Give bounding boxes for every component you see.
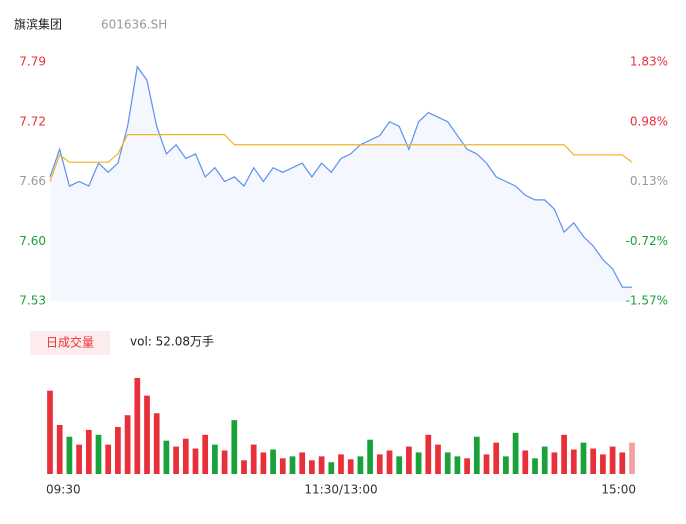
volume-bar	[406, 446, 412, 474]
volume-bar	[561, 434, 567, 474]
volume-bar	[105, 444, 112, 474]
x-tick-label: 09:30	[46, 483, 81, 497]
volume-bar	[309, 460, 315, 474]
y2-tick-label: 1.83%	[630, 55, 668, 69]
volume-bar	[115, 426, 121, 474]
x-tick-label: 11:30/13:00	[304, 483, 377, 497]
volume-tag	[30, 331, 110, 355]
volume-bar	[202, 434, 209, 474]
price-area	[50, 66, 632, 301]
volume-bar	[76, 444, 82, 474]
line-average	[49, 134, 633, 182]
volume-bar	[192, 448, 199, 474]
volume-title: 日成交量	[46, 335, 94, 350]
volume-bar	[270, 449, 276, 474]
volume-bar	[580, 442, 587, 474]
volume-bar	[173, 446, 179, 474]
volume-bar	[493, 442, 500, 474]
volume-bar	[124, 415, 131, 474]
volume-bar	[279, 458, 286, 474]
volume-bar	[464, 458, 470, 474]
y-tick-label: 7.53	[19, 294, 46, 308]
volume-bar	[231, 420, 238, 474]
volume-bar	[289, 456, 296, 474]
volume-bar	[454, 456, 461, 474]
volume-bar	[66, 436, 73, 474]
y-tick-label: 7.79	[19, 55, 46, 69]
volume-bar	[425, 434, 432, 474]
volume-bar	[85, 429, 92, 474]
y2-tick-label: -1.57%	[626, 294, 668, 308]
y2-tick-label: 0.13%	[630, 174, 668, 188]
volume-bar	[570, 449, 577, 474]
volume-bar	[338, 454, 344, 474]
volume-bar	[590, 448, 597, 474]
volume-bar	[328, 462, 335, 474]
volume-bar	[134, 377, 141, 474]
volume-bar	[260, 452, 267, 474]
volume-bar	[512, 432, 519, 474]
volume-bar	[212, 444, 218, 474]
volume-bar	[415, 452, 422, 474]
volume-bar	[435, 444, 441, 474]
volume-bar	[551, 452, 558, 474]
volume-bar	[318, 456, 325, 474]
stock-code: 601636.SH	[101, 18, 167, 32]
volume-bar	[144, 395, 150, 474]
y-tick-label: 7.72	[19, 114, 46, 128]
volume-bar	[182, 438, 189, 474]
volume-bar	[503, 456, 509, 474]
volume-bar	[357, 456, 364, 474]
y2-tick-label: -0.72%	[626, 234, 668, 248]
volume-bar	[250, 444, 257, 474]
volume-bar	[396, 456, 403, 474]
x-tick-label: 15:00	[601, 483, 636, 497]
volume-bar	[163, 440, 170, 474]
volume-bar	[56, 425, 63, 474]
volume-bar	[600, 454, 606, 474]
volume-bar	[473, 436, 480, 474]
volume-bar	[386, 450, 393, 474]
line-price	[49, 65, 632, 288]
y-tick-label: 7.66	[19, 174, 46, 188]
volume-bar	[367, 439, 373, 474]
stock-name: 旗滨集团	[14, 17, 62, 32]
volume-bar	[347, 459, 354, 474]
y2-tick-label: 0.98%	[630, 114, 668, 128]
volume-bar	[609, 446, 616, 474]
volume-bar	[241, 460, 247, 474]
volume-bar	[299, 452, 306, 474]
volume-bar	[221, 450, 228, 474]
volume-bar	[153, 413, 160, 474]
y-tick-label: 7.60	[19, 234, 46, 248]
volume-bar	[483, 454, 490, 474]
volume-bar	[47, 390, 53, 474]
volume-bar	[541, 446, 548, 474]
volume-bar	[376, 454, 383, 474]
volume-bar	[532, 458, 538, 474]
volume-bar	[444, 452, 451, 474]
volume-bar	[629, 442, 635, 474]
volume-bar	[522, 450, 529, 474]
volume-bar	[95, 434, 102, 474]
volume-total: vol: 52.08万手	[130, 335, 214, 349]
volume-bar	[619, 452, 626, 474]
